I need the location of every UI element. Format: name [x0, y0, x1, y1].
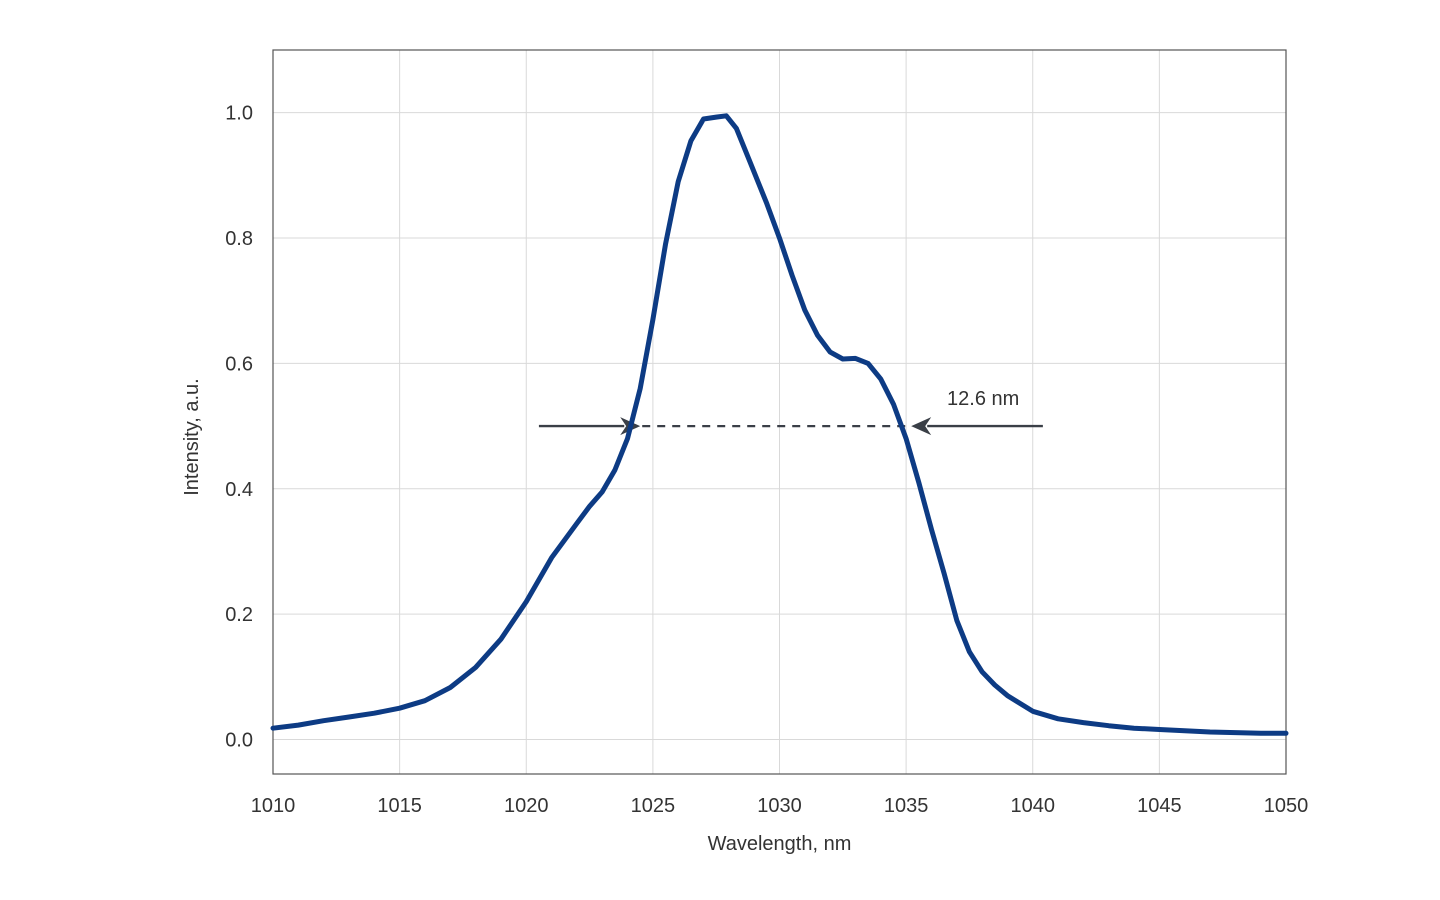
- y-tick-label: 0.0: [225, 730, 253, 752]
- fwhm-label: 12.6 nm: [947, 388, 1019, 410]
- y-axis-title: Intensity, a.u.: [181, 378, 203, 495]
- x-axis-title: Wavelength, nm: [708, 833, 852, 855]
- grid: [273, 50, 1286, 774]
- annotations: 12.6 nm: [538, 388, 1043, 436]
- plot-frame: [272, 49, 1287, 775]
- x-tick-label: 1020: [504, 795, 549, 817]
- tick-labels: 1010 1015 1020 1025 1030 1035 1040 1045 1050 0.0 0…: [225, 103, 1308, 817]
- x-tick-label: 1025: [631, 795, 676, 817]
- fwhm-right-arrowhead: [911, 417, 932, 436]
- y-tick-label: 0.6: [225, 353, 253, 375]
- y-tick-label: 0.2: [225, 604, 253, 626]
- x-tick-label: 1035: [884, 795, 929, 817]
- x-tick-label: 1015: [377, 795, 422, 817]
- y-tick-label: 0.4: [225, 479, 253, 501]
- x-tick-label: 1030: [757, 795, 802, 817]
- series-line: [270, 113, 1289, 736]
- x-tick-label: 1010: [251, 795, 296, 817]
- y-tick-label: 0.8: [225, 228, 253, 250]
- x-tick-label: 1045: [1137, 795, 1182, 817]
- x-tick-label: 1040: [1011, 795, 1056, 817]
- x-tick-label: 1050: [1264, 795, 1309, 817]
- y-tick-label: 1.0: [225, 103, 253, 125]
